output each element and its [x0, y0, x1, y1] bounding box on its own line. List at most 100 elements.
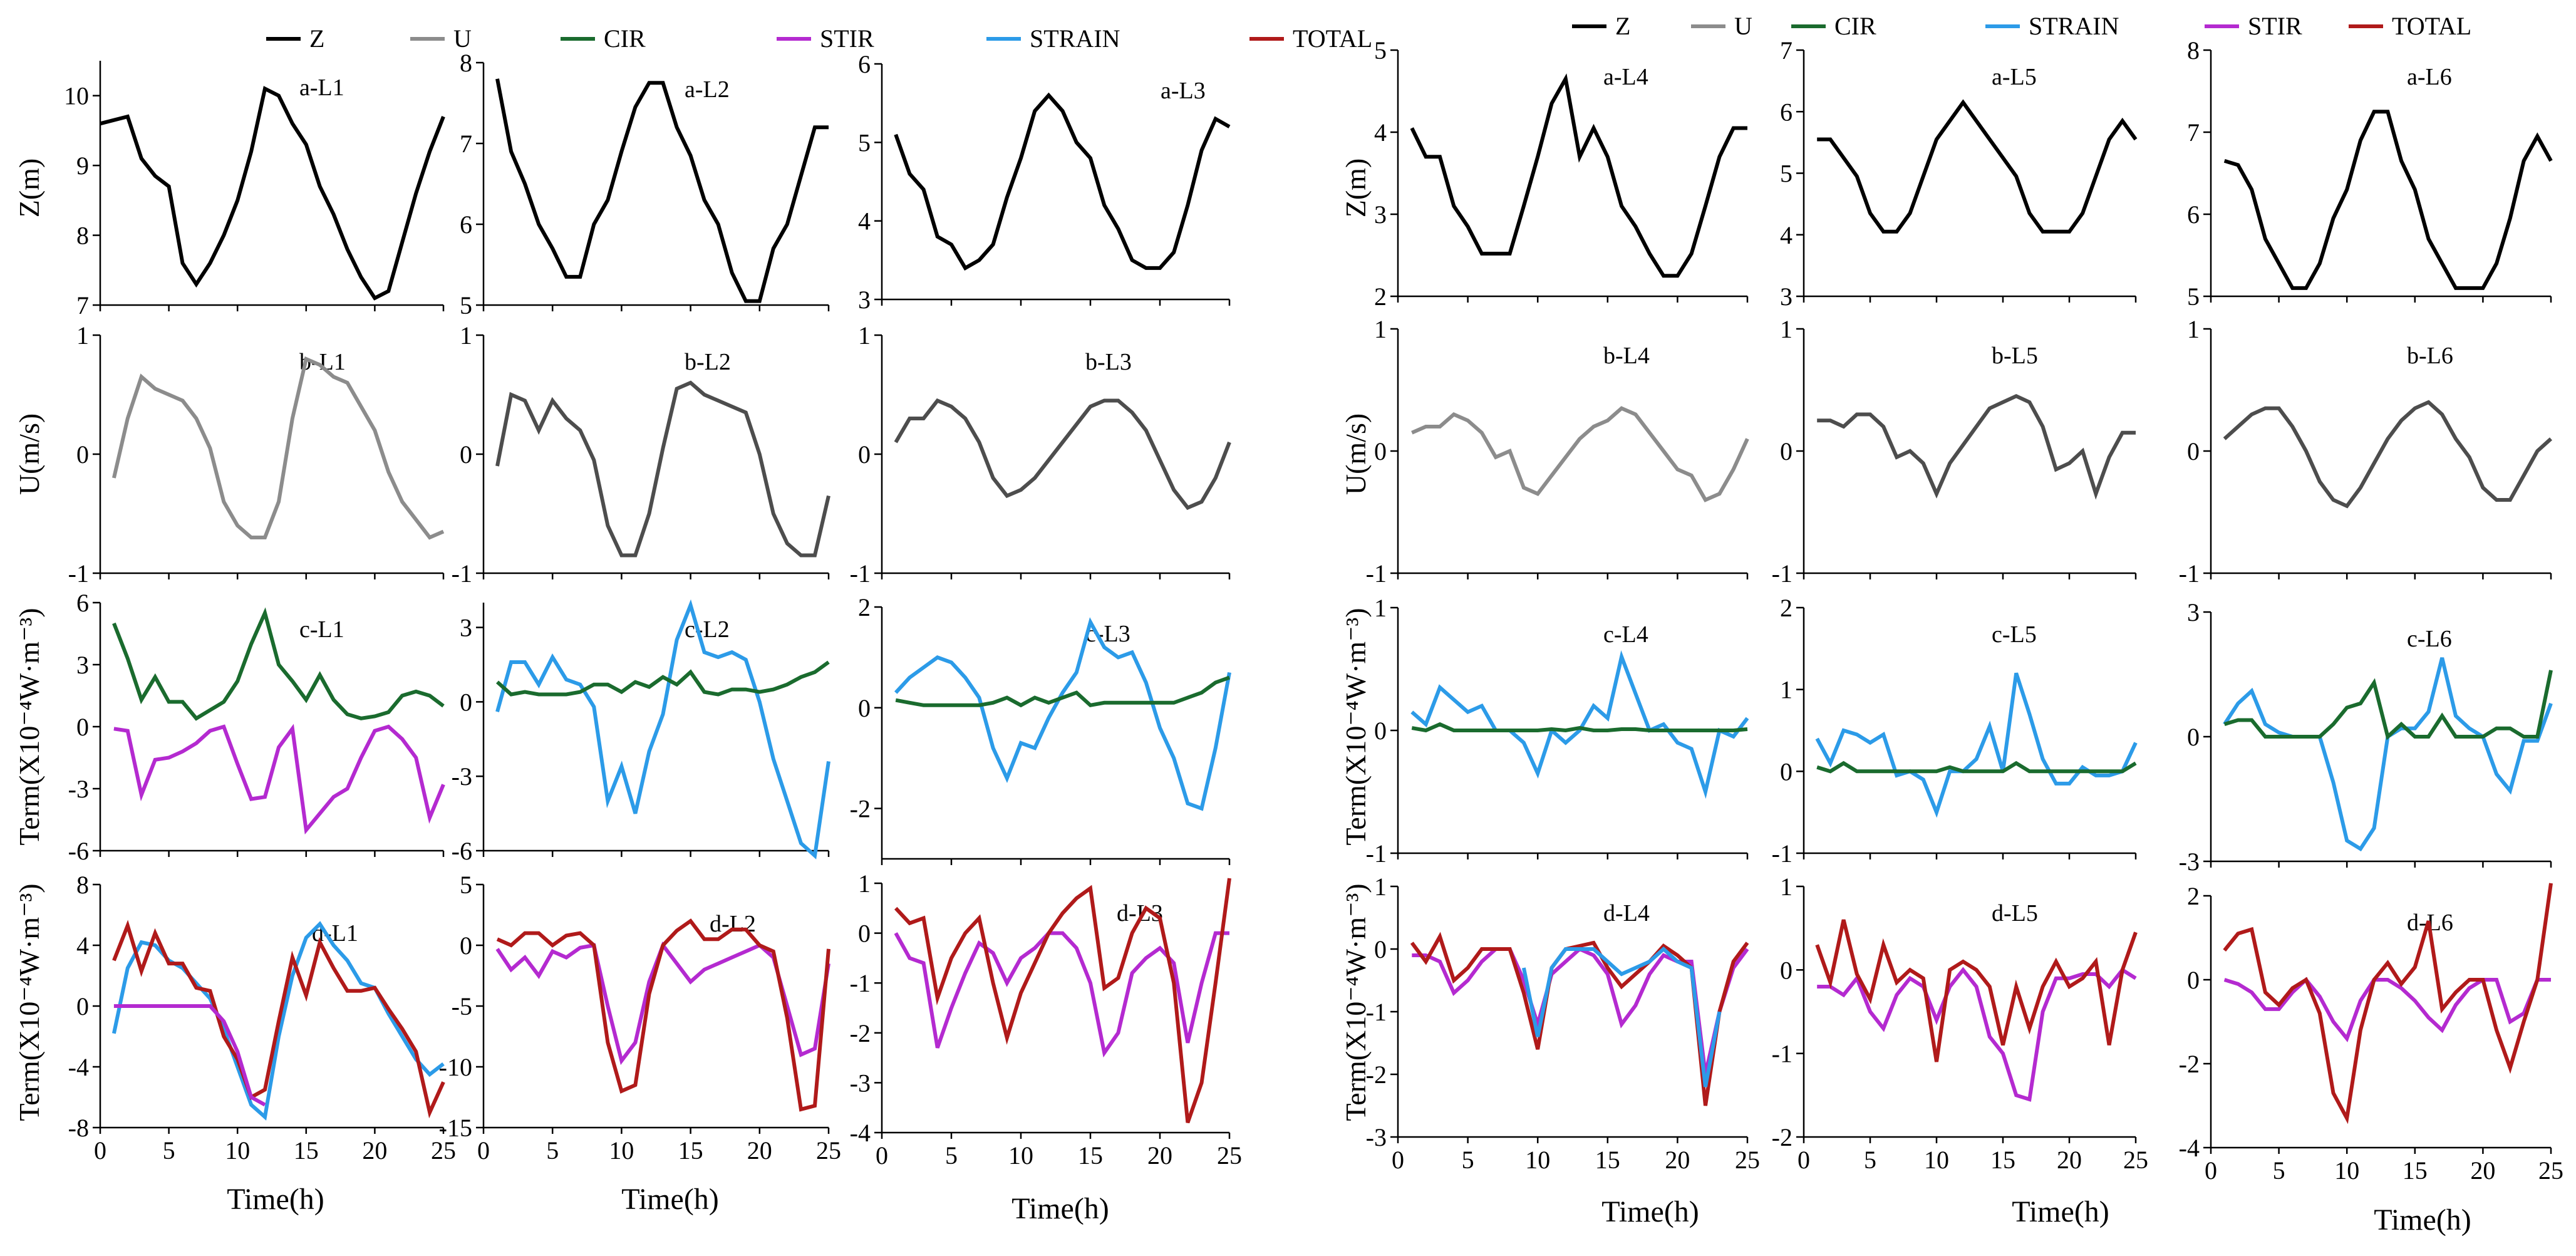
y-tick-label: 0 — [2187, 437, 2200, 465]
legend-label: STRAIN — [2029, 12, 2119, 40]
series-line-strain — [495, 599, 830, 859]
series-line-z — [1410, 73, 1747, 278]
panel-b-L4: -1 0 1 b-L4 — [1366, 315, 1749, 588]
y-tick-label: -1 — [850, 969, 871, 997]
x-axis-label-time-l2: Time(h) — [621, 1183, 719, 1216]
panel-label: b-L4 — [1603, 343, 1650, 369]
y-tick-label: 1 — [76, 321, 89, 350]
y-tick-label: 1 — [1374, 315, 1387, 343]
panel-label: c-L5 — [1992, 621, 2037, 648]
series-line-stir — [113, 724, 445, 835]
series-line-z — [1817, 99, 2138, 234]
y-tick-label: 0 — [858, 440, 871, 469]
y-tick-label: 0 — [1374, 935, 1387, 963]
y-tick-label: 7 — [1780, 36, 1792, 65]
y-tick-label: 2 — [2187, 882, 2200, 910]
series-line-cir — [1816, 760, 2137, 774]
series-line-total — [496, 918, 830, 1112]
panel-label: c-L2 — [685, 616, 730, 643]
y-tick-label: -15 — [439, 1114, 472, 1142]
panel-c-L4: -1 0 1 c-L4 — [1366, 594, 1749, 868]
y-axis-label-term-right-c: Term(X10⁻⁴W·m⁻³) — [1340, 608, 1372, 845]
y-tick-label: 0 — [1780, 757, 1792, 786]
y-tick-label: -1 — [2179, 559, 2200, 588]
x-tick-label: 20 — [2470, 1156, 2495, 1185]
series-line-stir — [113, 1004, 266, 1107]
x-tick-label: 20 — [2057, 1146, 2082, 1174]
series-line-strain — [1815, 672, 2138, 818]
series-line-total — [112, 920, 445, 1119]
x-tick-label: 0 — [1392, 1146, 1404, 1174]
y-tick-label: 1 — [1374, 594, 1387, 622]
series-line-stir — [2223, 977, 2551, 1042]
y-tick-label: -2 — [1366, 1061, 1387, 1089]
y-axis-label-u-right: U(m/s) — [1340, 413, 1372, 495]
panel-label: a-L3 — [1161, 78, 1206, 104]
y-tick-label: 8 — [76, 222, 89, 250]
y-tick-label: 5 — [1374, 36, 1387, 65]
series-line-cir — [895, 675, 1231, 708]
y-tick-label: 1 — [1780, 315, 1792, 343]
y-tick-label: -3 — [1366, 1123, 1387, 1151]
x-tick-label: 0 — [1798, 1146, 1810, 1174]
y-tick-label: 3 — [858, 286, 871, 314]
y-tick-label: 2 — [858, 593, 871, 621]
x-tick-label: 10 — [1008, 1141, 1033, 1170]
y-tick-label: 5 — [1780, 160, 1792, 188]
series-line-z — [495, 78, 829, 303]
y-tick-label: 0 — [460, 440, 472, 469]
panel-a-L1: 7 8 9 10 a-L1 — [64, 61, 445, 319]
x-tick-label: 15 — [1990, 1146, 2015, 1174]
x-tick-label: 5 — [546, 1136, 559, 1165]
x-tick-label: 20 — [747, 1136, 772, 1165]
y-tick-label: -1 — [1772, 559, 1792, 588]
y-tick-label: 1 — [1374, 873, 1387, 901]
y-tick-label: -8 — [68, 1114, 89, 1142]
x-tick-label: 25 — [816, 1136, 841, 1165]
x-tick-label: 10 — [609, 1136, 634, 1165]
y-axis-label-term-left-d: Term(X10⁻⁴W·m⁻³) — [13, 883, 45, 1121]
x-tick-label: 25 — [1217, 1141, 1242, 1170]
y-axis-label-term-left-c: Term(X10⁻⁴W·m⁻³) — [13, 608, 45, 845]
series-line-stir — [495, 941, 830, 1066]
x-tick-label: 5 — [2273, 1156, 2285, 1185]
series-line-strain — [2223, 657, 2553, 852]
x-tick-label: 10 — [1924, 1146, 1949, 1174]
panel-a-L4: 2 3 4 5 a-L4 — [1374, 36, 1749, 311]
x-tick-label: 5 — [1462, 1146, 1474, 1174]
y-tick-label: -2 — [2179, 1050, 2200, 1078]
y-axis-label-z-left: Z(m) — [13, 158, 45, 218]
y-tick-label: 0 — [76, 440, 89, 469]
panel-b-L3: -1 0 1 b-L3 — [850, 321, 1231, 588]
series-line-u — [2223, 400, 2553, 509]
series-line-cir — [2223, 670, 2553, 740]
y-tick-label: 8 — [76, 871, 89, 899]
y-tick-label: -1 — [1366, 839, 1387, 868]
y-tick-label: -6 — [68, 837, 89, 865]
y-tick-label: -1 — [850, 559, 871, 588]
x-axis-label-time-l4: Time(h) — [1601, 1195, 1699, 1228]
legend-group: Z U CIR STIR STRAIN TOTAL Z U CIR STRAIN STIR TOTAL — [266, 12, 2471, 53]
y-tick-label: 1 — [460, 321, 472, 350]
y-tick-label: 0 — [1374, 717, 1387, 745]
panel-c-L1: -6 -3 0 3 6 c-L1 — [68, 589, 445, 865]
series-line-total — [894, 878, 1231, 1124]
y-tick-label: -10 — [439, 1053, 472, 1081]
y-tick-label: -1 — [1366, 559, 1387, 588]
panel-b-L2: -1 0 1 b-L2 — [452, 321, 830, 588]
panel-c-L2: -6 -3 0 3 c-L2 — [452, 599, 830, 865]
y-tick-label: -5 — [452, 992, 472, 1020]
series-line-cir — [495, 660, 830, 697]
y-axis-label-u-left: U(m/s) — [13, 413, 45, 495]
y-tick-label: 5 — [2187, 283, 2200, 311]
series-line-u — [495, 380, 830, 558]
y-tick-label: 3 — [1374, 200, 1387, 229]
y-tick-label: 7 — [76, 291, 89, 319]
x-tick-label: 0 — [477, 1136, 490, 1165]
